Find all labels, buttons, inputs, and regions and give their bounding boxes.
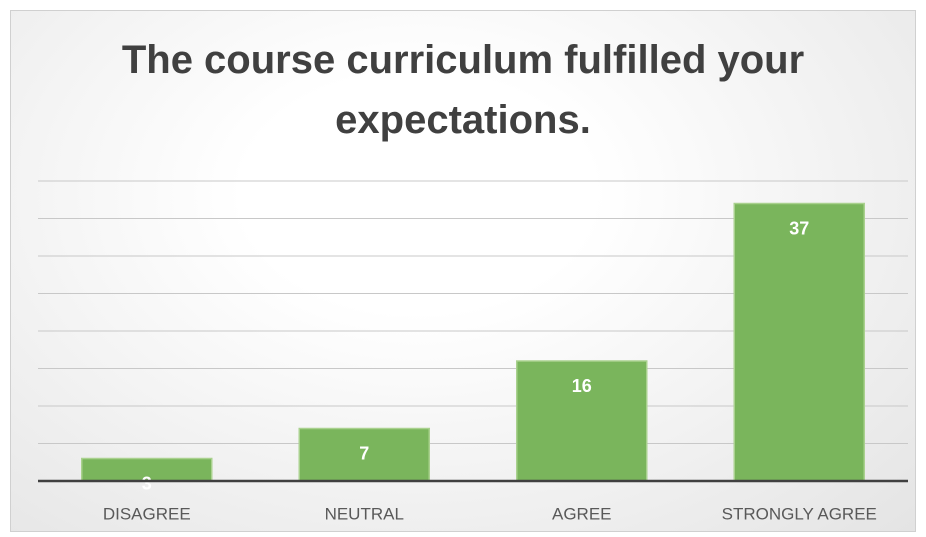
data-label: 7	[359, 443, 369, 463]
x-tick-label: NEUTRAL	[325, 504, 404, 523]
x-tick-label: AGREE	[552, 504, 612, 523]
bar	[298, 427, 430, 482]
chart-title: The course curriculum fulfilled your exp…	[121, 38, 805, 142]
data-label: 37	[789, 218, 809, 238]
bar	[733, 202, 865, 482]
data-label: 3	[142, 473, 152, 493]
x-tick-label: STRONGLY AGREE	[722, 504, 877, 523]
data-label: 16	[572, 376, 592, 396]
x-tick-label: DISAGREE	[103, 504, 191, 523]
bar	[516, 360, 648, 482]
